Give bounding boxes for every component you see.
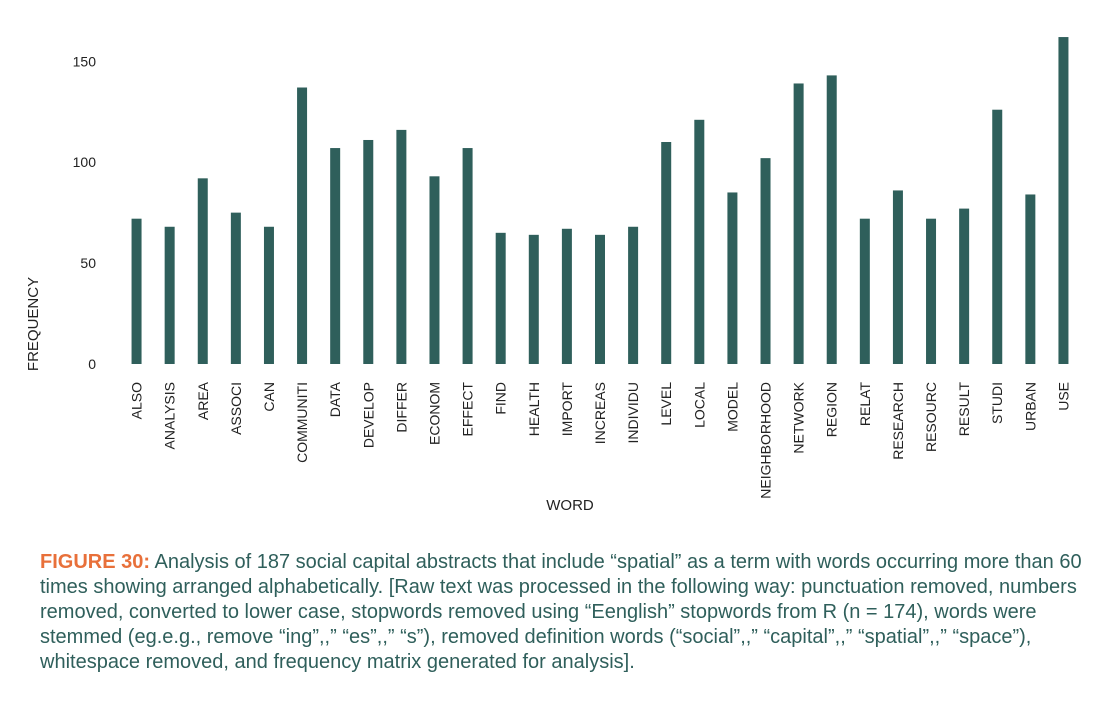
x-tick-label: DIFFER	[393, 382, 409, 433]
x-tick-label: INCREAS	[592, 382, 608, 444]
x-tick-label: NETWORK	[791, 381, 807, 453]
x-tick-label: HEALTH	[526, 382, 542, 436]
y-tick-label: 50	[80, 255, 96, 271]
x-tick-label: ALSO	[129, 382, 145, 419]
x-tick-label: RELAT	[857, 382, 873, 427]
x-tick-label: URBAN	[1022, 382, 1038, 431]
bar-neighborhood	[760, 158, 771, 364]
x-tick-label: STUDI	[989, 382, 1005, 424]
bar-research	[892, 190, 903, 364]
bar-studi	[992, 109, 1003, 364]
bar-region	[826, 75, 837, 365]
caption-label: FIGURE 30:	[40, 551, 151, 573]
x-tick-label: FIND	[493, 382, 509, 415]
x-tick-label: RESOURC	[923, 382, 939, 452]
y-tick-label: 0	[88, 356, 96, 372]
x-tick-label: RESEARCH	[890, 382, 906, 460]
bar-develop	[363, 139, 374, 364]
bar-associ	[230, 212, 241, 364]
x-tick-label: NEIGHBORHOOD	[758, 382, 774, 499]
bar-communiti	[297, 87, 308, 364]
caption-text: Analysis of 187 social capital abstracts…	[40, 551, 1082, 673]
x-tick-label: ANALYSIS	[162, 382, 178, 449]
x-tick-label: CAN	[261, 382, 277, 412]
bar-import	[561, 228, 572, 364]
x-tick-label: REGION	[824, 382, 840, 437]
bar-network	[793, 83, 804, 365]
bar-individu	[628, 226, 639, 364]
bar-use	[1058, 37, 1069, 365]
x-tick-label: EFFECT	[460, 382, 476, 437]
x-tick-label: MODEL	[724, 382, 740, 432]
bar-result	[959, 208, 970, 364]
y-tick-label: 150	[73, 53, 97, 69]
bar-urban	[1025, 194, 1036, 364]
x-tick-label: ECONOM	[426, 382, 442, 445]
x-tick-label: AREA	[195, 381, 211, 420]
x-tick-label: LOCAL	[691, 382, 707, 428]
x-tick-label: USE	[1055, 382, 1071, 411]
x-axis-title: WORD	[546, 497, 594, 514]
x-tick-label: IMPORT	[559, 382, 575, 437]
bar-also	[131, 218, 142, 364]
bar-differ	[396, 129, 407, 364]
bar-find	[495, 232, 506, 364]
y-axis-title: FREQUENCY	[25, 277, 42, 371]
bar-series	[131, 37, 1069, 365]
y-axis-ticks: 0 50 100 150	[73, 53, 97, 372]
bar-relat	[859, 218, 870, 364]
bar-health	[528, 234, 539, 364]
x-tick-label: LEVEL	[658, 382, 674, 426]
bar-level	[661, 142, 672, 364]
bar-local	[694, 119, 705, 364]
figure-caption: FIGURE 30: Analysis of 187 social capita…	[40, 550, 1100, 675]
bar-model	[727, 192, 738, 364]
bar-area	[197, 178, 208, 364]
bar-data	[330, 148, 341, 364]
frequency-bar-chart: 0 50 100 150 ALSO ANALYSIS AREA ASSOCI CAN COMMU…	[25, 37, 1072, 514]
bar-econom	[429, 176, 440, 364]
x-tick-label: RESULT	[956, 382, 972, 437]
y-tick-label: 100	[73, 154, 97, 170]
x-tick-label: ASSOCI	[228, 382, 244, 435]
x-tick-label: DATA	[327, 381, 343, 417]
x-tick-label: DEVELOP	[360, 382, 376, 448]
x-tick-label: COMMUNITI	[294, 382, 310, 463]
bar-analysis	[164, 226, 175, 364]
x-axis-ticks: ALSO ANALYSIS AREA ASSOCI CAN COMMUNITI DATA DE…	[129, 381, 1072, 498]
bar-can	[263, 226, 274, 364]
bar-increas	[595, 234, 605, 364]
bar-effect	[462, 148, 473, 364]
x-tick-label: INDIVIDU	[625, 382, 641, 443]
bar-resourc	[926, 218, 937, 364]
